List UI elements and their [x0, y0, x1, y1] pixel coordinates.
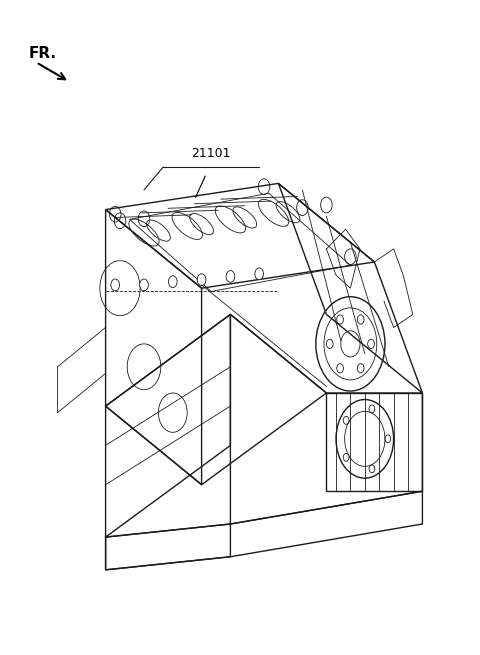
- Circle shape: [111, 279, 120, 291]
- Circle shape: [168, 276, 177, 288]
- Text: FR.: FR.: [29, 46, 57, 61]
- Text: 21101: 21101: [192, 147, 231, 160]
- Circle shape: [197, 274, 206, 286]
- Circle shape: [255, 268, 264, 280]
- Circle shape: [140, 279, 148, 291]
- Circle shape: [226, 271, 235, 282]
